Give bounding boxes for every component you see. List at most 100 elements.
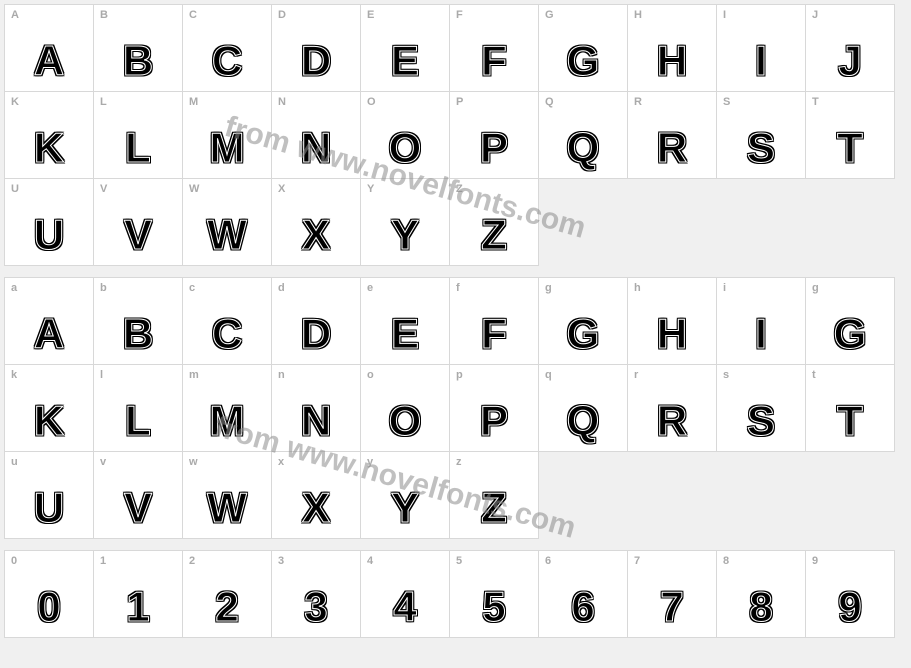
glyph-cell-glyph: D — [301, 310, 331, 358]
glyph-cell-label: T — [812, 96, 819, 108]
glyph-cell: kK — [4, 364, 94, 452]
glyph-cell-glyph: M — [210, 397, 245, 445]
glyph-cell: BB — [93, 4, 183, 92]
glyph-cell-glyph: 1 — [126, 583, 149, 631]
glyph-cell-glyph: B — [123, 37, 153, 85]
glyph-cell-glyph: 2 — [215, 583, 238, 631]
glyph-cell: aA — [4, 277, 94, 365]
glyph-cell-label: q — [545, 369, 552, 381]
glyph-cell-glyph: I — [755, 310, 767, 358]
glyph-cell-label: v — [100, 456, 106, 468]
glyph-cell: YY — [360, 178, 450, 266]
glyph-cell: 55 — [449, 550, 539, 638]
glyph-cell-glyph: O — [389, 124, 422, 172]
glyph-cell: OO — [360, 91, 450, 179]
glyph-cell: 22 — [182, 550, 272, 638]
glyph-cell: lL — [93, 364, 183, 452]
glyph-cell-glyph: G — [834, 310, 867, 358]
glyph-cell-glyph: A — [34, 310, 64, 358]
glyph-cell-glyph: T — [837, 124, 863, 172]
glyph-cell-label: r — [634, 369, 638, 381]
glyph-cell-label: y — [367, 456, 373, 468]
glyph-cell-glyph: W — [207, 484, 247, 532]
glyph-cell-label: I — [723, 9, 726, 21]
glyph-grid-uppercase: AABBCCDDEEFFGGHHIIJJKKLLMMNNOOPPQQRRSSTT… — [4, 4, 907, 265]
glyph-cell-label: c — [189, 282, 195, 294]
glyph-cell-label: Y — [367, 183, 374, 195]
glyph-cell-label: V — [100, 183, 107, 195]
glyph-cell-glyph: 6 — [571, 583, 594, 631]
glyph-cell: 66 — [538, 550, 628, 638]
glyph-cell: UU — [4, 178, 94, 266]
glyph-cell: WW — [182, 178, 272, 266]
glyph-cell-label: O — [367, 96, 376, 108]
glyph-cell: qQ — [538, 364, 628, 452]
glyph-cell-glyph: C — [212, 37, 242, 85]
glyph-cell: hH — [627, 277, 717, 365]
glyph-cell-label: F — [456, 9, 463, 21]
glyph-cell-glyph: L — [125, 124, 151, 172]
glyph-cell-glyph: E — [391, 37, 419, 85]
glyph-cell: DD — [271, 4, 361, 92]
glyph-cell: 00 — [4, 550, 94, 638]
glyph-cell-glyph: Q — [567, 124, 600, 172]
glyph-cell-glyph: G — [567, 310, 600, 358]
glyph-cell-label: i — [723, 282, 726, 294]
glyph-cell: 88 — [716, 550, 806, 638]
glyph-cell-label: P — [456, 96, 463, 108]
glyph-cell-label: H — [634, 9, 642, 21]
glyph-cell-glyph: R — [657, 397, 687, 445]
glyph-cell-label: S — [723, 96, 730, 108]
glyph-cell-glyph: N — [301, 124, 331, 172]
glyph-cell-glyph: X — [302, 484, 330, 532]
glyph-cell-glyph: 8 — [749, 583, 772, 631]
glyph-cell: HH — [627, 4, 717, 92]
glyph-cell-label: M — [189, 96, 198, 108]
glyph-cell-label: u — [11, 456, 18, 468]
glyph-cell: iI — [716, 277, 806, 365]
glyph-cell-label: A — [11, 9, 19, 21]
glyph-cell-glyph: H — [657, 37, 687, 85]
glyph-cell-label: l — [100, 369, 103, 381]
glyph-cell-label: G — [545, 9, 554, 21]
glyph-cell: uU — [4, 451, 94, 539]
glyph-cell-label: b — [100, 282, 107, 294]
glyph-cell-label: 9 — [812, 555, 818, 567]
glyph-cell-glyph: K — [34, 124, 64, 172]
glyph-cell-glyph: R — [657, 124, 687, 172]
glyph-cell-glyph: B — [123, 310, 153, 358]
glyph-cell-label: R — [634, 96, 642, 108]
glyph-cell: dD — [271, 277, 361, 365]
glyph-cell: MM — [182, 91, 272, 179]
glyph-cell-glyph: W — [207, 211, 247, 259]
glyph-cell-label: h — [634, 282, 641, 294]
glyph-cell-glyph: 4 — [393, 583, 416, 631]
glyph-cell-glyph: N — [301, 397, 331, 445]
glyph-cell-glyph: P — [480, 124, 508, 172]
glyph-cell-label: t — [812, 369, 816, 381]
glyph-cell-glyph: Y — [391, 484, 419, 532]
glyph-cell: FF — [449, 4, 539, 92]
glyph-cell: II — [716, 4, 806, 92]
glyph-cell: 99 — [805, 550, 895, 638]
glyph-cell-glyph: S — [747, 397, 775, 445]
glyph-cell-label: o — [367, 369, 374, 381]
glyph-cell-glyph: 0 — [37, 583, 60, 631]
glyph-cell: ZZ — [449, 178, 539, 266]
glyph-cell-label: N — [278, 96, 286, 108]
glyph-cell-glyph: 7 — [660, 583, 683, 631]
glyph-cell: rR — [627, 364, 717, 452]
glyph-cell-label: m — [189, 369, 199, 381]
glyph-cell: bB — [93, 277, 183, 365]
glyph-cell-glyph: V — [124, 484, 152, 532]
glyph-cell: xX — [271, 451, 361, 539]
glyph-cell: mM — [182, 364, 272, 452]
glyph-cell-label: d — [278, 282, 285, 294]
glyph-cell-glyph: U — [34, 211, 64, 259]
glyph-cell-label: 0 — [11, 555, 17, 567]
glyph-cell-label: 6 — [545, 555, 551, 567]
glyph-cell-glyph: S — [747, 124, 775, 172]
glyph-cell: gG — [805, 277, 895, 365]
glyph-cell-glyph: Q — [567, 397, 600, 445]
glyph-cell: wW — [182, 451, 272, 539]
